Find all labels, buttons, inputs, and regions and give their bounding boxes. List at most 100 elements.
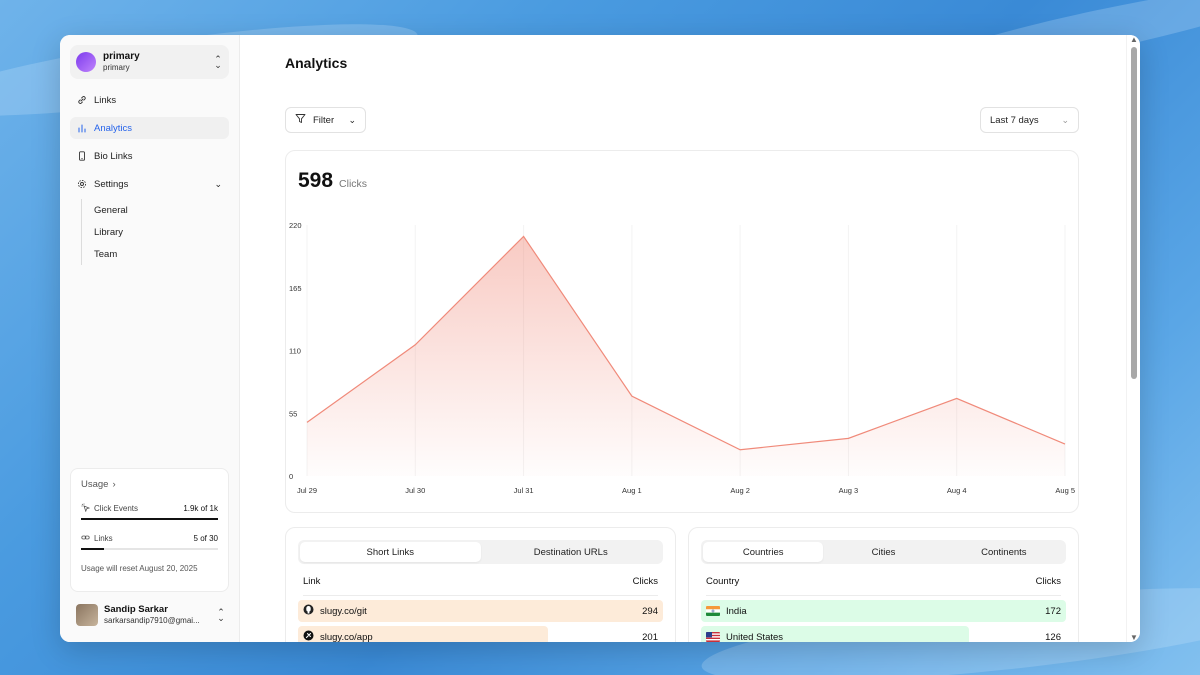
tab-short-links[interactable]: Short Links [300, 542, 481, 562]
sidebar-item-label: Analytics [94, 122, 133, 134]
sidebar-item-team[interactable]: Team [94, 248, 118, 260]
tab-continents[interactable]: Continents [981, 546, 1027, 558]
column-header-link: Link [303, 576, 321, 587]
table-row[interactable]: India 172 [701, 600, 1066, 622]
usage-reset-note: Usage will reset August 20, 2025 [81, 564, 198, 573]
data-point [956, 397, 958, 399]
country-clicks: 172 [1045, 605, 1061, 617]
us-flag-icon [706, 632, 720, 642]
usage-click-events-bar [81, 518, 218, 520]
column-header-clicks: Clicks [1035, 576, 1061, 587]
usage-click-events-label: Click Events [94, 504, 139, 513]
x-tick-label: Jul 30 [405, 486, 425, 495]
link-icon [77, 95, 87, 105]
y-tick-label: 110 [289, 347, 301, 356]
chevron-down-icon: ⌄ [214, 178, 222, 189]
tab-destination-urls[interactable]: Destination URLs [533, 546, 608, 558]
row-share-bar [701, 626, 969, 642]
sidebar-item-settings[interactable]: Settings ⌄ [70, 173, 229, 195]
usage-links-value: 5 of 30 [193, 534, 218, 543]
sidebar-item-label: Links [94, 94, 117, 106]
scroll-thumb[interactable] [1131, 47, 1137, 379]
tab-cities[interactable]: Cities [871, 546, 896, 558]
sidebar-item-general[interactable]: General [94, 204, 128, 216]
app-window: primary primary ⌃ ⌄ Links Analytics [60, 35, 1140, 642]
github-icon [303, 604, 314, 618]
geo-tabs: Countries Cities Continents [701, 540, 1066, 564]
link-clicks: 201 [642, 631, 658, 643]
usage-card: Usage › Click Events 1.9k of 1k Links 5 … [70, 468, 229, 592]
user-menu[interactable]: Sandip Sarkar sarkarsandip7910@gmai... ⌃… [76, 601, 226, 629]
usage-click-events-fill [81, 518, 218, 520]
data-point [1064, 443, 1066, 445]
workspace-subtitle: primary [103, 63, 130, 72]
chevron-down-icon: ⌄ [348, 114, 356, 125]
column-header-clicks: Clicks [632, 576, 658, 587]
column-header-country: Country [706, 576, 740, 587]
sidebar-item-bio-links[interactable]: Bio Links [70, 145, 229, 167]
links-tabs: Short Links Destination URLs [298, 540, 663, 564]
geo-card: Countries Cities Continents Country Clic… [688, 527, 1079, 642]
date-range-label: Last 7 days [990, 114, 1039, 126]
data-point [306, 421, 308, 423]
scrollbar[interactable]: ▲ ▼ [1126, 35, 1140, 642]
series-line [306, 235, 1066, 451]
user-name: Sandip Sarkar [104, 604, 168, 615]
y-tick-label: 165 [289, 284, 302, 293]
chevron-down-icon: ⌄ [1061, 114, 1069, 125]
table-row[interactable]: United States 126 [701, 626, 1066, 642]
row-share-bar [298, 626, 548, 642]
usage-click-events-value: 1.9k of 1k [183, 504, 218, 513]
table-row[interactable]: slugy.co/app 201 [298, 626, 663, 642]
x-tick-label: Aug 4 [947, 486, 967, 495]
x-tick-label: Aug 2 [730, 486, 750, 495]
total-clicks-label: Clicks [339, 178, 368, 190]
phone-icon [77, 151, 87, 161]
data-point [847, 437, 849, 439]
filter-label: Filter [313, 114, 335, 126]
settings-subnav: General Library Team [81, 199, 229, 265]
filter-button[interactable]: Filter ⌄ [285, 107, 366, 133]
sidebar-item-library[interactable]: Library [94, 226, 124, 238]
geo-table-header: Country Clicks [706, 576, 1061, 596]
bar-chart-icon [77, 123, 87, 133]
cursor-click-icon [81, 503, 91, 514]
country-clicks: 126 [1045, 631, 1061, 643]
usage-links: Links 5 of 30 [81, 533, 218, 544]
avatar [76, 604, 98, 626]
data-point [414, 344, 416, 346]
row-share-bar [701, 600, 1066, 622]
india-flag-icon [706, 606, 720, 616]
user-email: sarkarsandip7910@gmai... [104, 616, 200, 625]
chevron-right-icon: › [112, 479, 116, 490]
geo-table: India 172 United States 126 [701, 600, 1066, 642]
sidebar: primary primary ⌃ ⌄ Links Analytics [60, 35, 240, 642]
table-row[interactable]: slugy.co/git 294 [298, 600, 663, 622]
usage-link[interactable]: Usage › [81, 479, 218, 490]
date-range-select[interactable]: Last 7 days ⌄ [980, 107, 1079, 133]
app-icon [303, 630, 314, 642]
tab-countries[interactable]: Countries [703, 542, 824, 562]
x-tick-label: Aug 5 [1055, 486, 1075, 495]
sidebar-item-links[interactable]: Links [70, 89, 229, 111]
workspace-switcher[interactable]: primary primary ⌃ ⌄ [70, 45, 229, 79]
link-label: slugy.co/git [320, 605, 367, 617]
y-tick-label: 220 [289, 221, 302, 230]
sidebar-item-label: Bio Links [94, 150, 133, 162]
total-clicks: 598 Clicks [298, 169, 367, 193]
link-clicks: 294 [642, 605, 658, 617]
usage-links-label: Links [94, 534, 113, 543]
series-area [307, 236, 1065, 476]
scroll-up-arrow-icon[interactable]: ▲ [1130, 35, 1138, 44]
sidebar-nav: Links Analytics Bio Links Settings ⌄ [70, 89, 229, 265]
sidebar-item-label: Settings [94, 178, 129, 190]
usage-click-events: Click Events 1.9k of 1k [81, 503, 218, 514]
main-content: Analytics Filter ⌄ Last 7 days ⌄ 0 55 110 1… [240, 35, 1140, 642]
workspace-name: primary [103, 51, 140, 62]
chevron-up-down-icon: ⌃ ⌄ [217, 607, 225, 623]
usage-links-bar [81, 548, 218, 550]
sidebar-item-analytics[interactable]: Analytics [70, 117, 229, 139]
scroll-down-arrow-icon[interactable]: ▼ [1130, 633, 1138, 642]
page-title: Analytics [285, 55, 348, 71]
link-icon [81, 533, 90, 544]
